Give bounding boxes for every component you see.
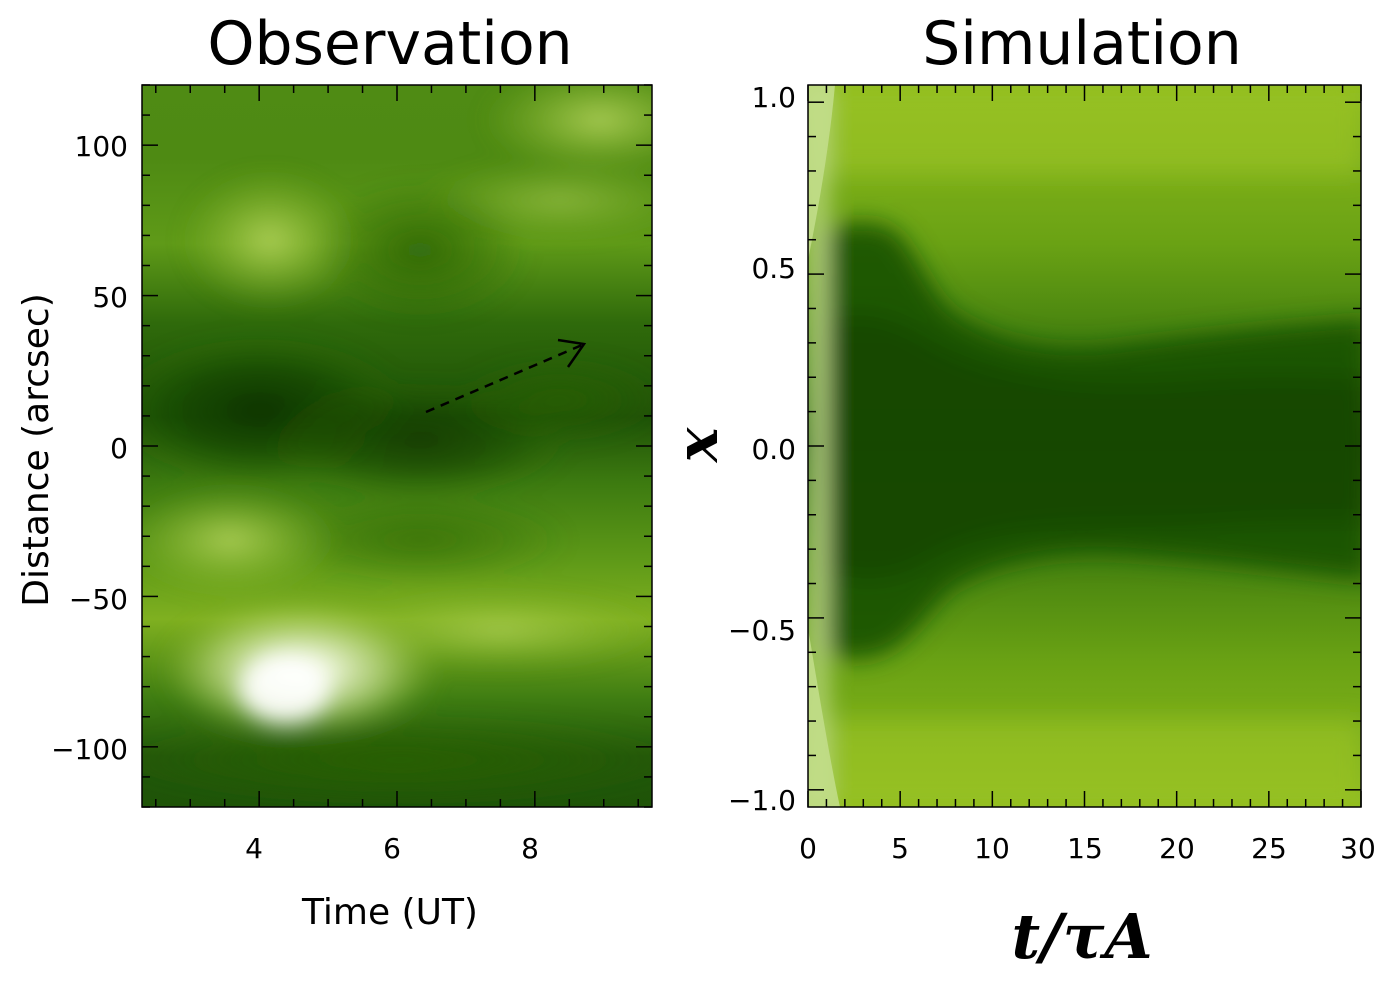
dashed-arrow-annotation <box>425 338 587 414</box>
y-tick-label: 1.0 <box>751 81 796 114</box>
observation-title: Observation <box>207 9 572 79</box>
dashed-arrow-line <box>425 343 583 414</box>
simulation-y-axis-label: x <box>663 426 731 464</box>
simulation-panel: Simulation 1.0 0.5 0.0 −0.5 <box>663 9 1376 973</box>
observation-y-tick-labels: 100 50 0 −50 −100 <box>51 130 128 766</box>
dashed-arrow-head <box>557 338 587 368</box>
y-tick-label: 100 <box>75 130 128 163</box>
simulation-ticks <box>807 85 1362 807</box>
x-tick-label: 4 <box>245 832 263 865</box>
simulation-x-axis-label: t/τA <box>1011 900 1152 973</box>
y-tick-label: 0.0 <box>751 433 796 466</box>
y-tick-label: 50 <box>92 281 128 314</box>
observation-ticks <box>142 84 652 808</box>
x-tick-label: 30 <box>1340 832 1376 865</box>
simulation-heatmap <box>808 85 1361 807</box>
simulation-y-tick-labels: 1.0 0.5 0.0 −0.5 −1.0 <box>728 81 796 817</box>
x-tick-label: 5 <box>891 832 909 865</box>
observation-x-axis-label: Time (UT) <box>301 892 478 933</box>
observation-panel: Observation <box>16 9 653 933</box>
simulation-title: Simulation <box>922 9 1242 79</box>
x-tick-label: 15 <box>1067 832 1103 865</box>
x-tick-label: 25 <box>1251 832 1287 865</box>
x-tick-label: 10 <box>974 832 1010 865</box>
y-tick-label: −0.5 <box>728 614 796 647</box>
observation-x-tick-labels: 4 6 8 <box>245 832 539 865</box>
y-tick-label: −1.0 <box>728 784 796 817</box>
x-tick-label: 20 <box>1159 832 1195 865</box>
observation-heatmap <box>142 85 652 807</box>
y-tick-label: −100 <box>51 733 128 766</box>
x-tick-label: 6 <box>383 832 401 865</box>
simulation-x-tick-labels: 0 5 10 15 20 25 30 <box>799 832 1376 865</box>
x-tick-label: 0 <box>799 832 817 865</box>
y-tick-label: 0.5 <box>751 252 796 285</box>
x-tick-label: 8 <box>521 832 539 865</box>
y-tick-label: −50 <box>69 583 128 616</box>
observation-y-axis-label: Distance (arcsec) <box>16 293 57 607</box>
y-tick-label: 0 <box>110 432 128 465</box>
